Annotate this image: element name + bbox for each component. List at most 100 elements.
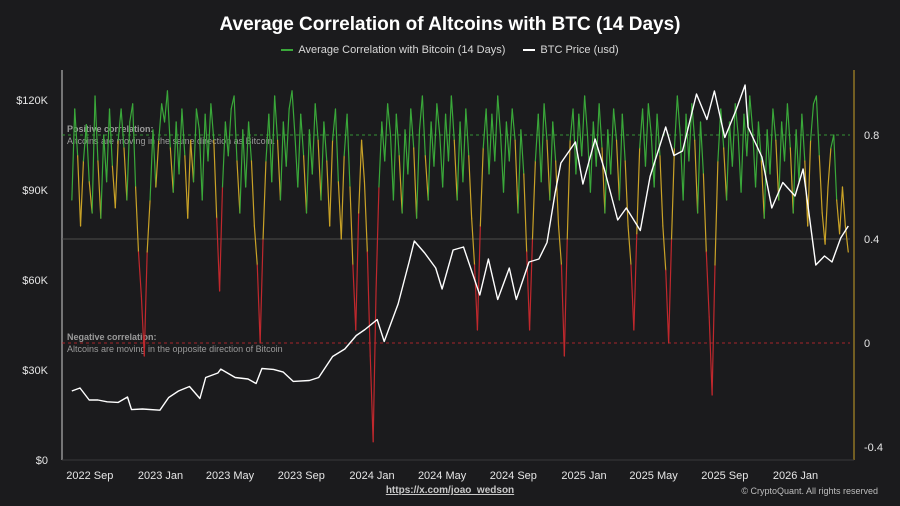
correlation-segment: [540, 103, 545, 183]
correlation-segment: [624, 160, 629, 227]
correlation-segment: [326, 160, 331, 227]
correlation-segment: [694, 139, 699, 214]
legend-item-correlation[interactable]: Average Correlation with Bitcoin (14 Day…: [281, 44, 505, 56]
y-left-tick-label: $30K: [22, 365, 48, 377]
correlation-segment: [178, 108, 183, 175]
correlation-segment: [589, 121, 594, 193]
correlation-segment: [158, 103, 163, 141]
correlation-segment: [111, 165, 116, 209]
correlation-segment: [644, 103, 649, 167]
correlation-segment: [274, 95, 279, 141]
correlation-segment: [601, 147, 606, 214]
correlation-segment: [355, 212, 360, 331]
correlation-segment: [253, 225, 258, 266]
correlation-segment: [526, 251, 531, 331]
correlation-segment: [560, 264, 565, 357]
correlation-segment: [442, 113, 447, 188]
x-tick-label: 2025 Sep: [701, 470, 748, 482]
correlation-segment: [352, 264, 357, 331]
correlation-segment: [300, 113, 305, 157]
correlation-segment: [329, 139, 334, 227]
correlation-segment: [389, 134, 395, 201]
correlation-segment: [132, 103, 137, 188]
correlation-segment: [317, 139, 322, 201]
correlation-segment: [331, 108, 337, 141]
correlation-segment: [210, 103, 215, 141]
correlation-segment: [670, 147, 676, 240]
correlation-segment: [216, 217, 221, 292]
correlation-segment: [285, 108, 290, 167]
correlation-segment: [358, 139, 363, 214]
correlation-segment: [641, 108, 647, 167]
correlation-segment: [456, 121, 461, 201]
legend-label-correlation: Average Correlation with Bitcoin (14 Day…: [298, 44, 506, 56]
x-tick-label: 2026 Jan: [773, 470, 818, 482]
x-tick-label: 2022 Sep: [66, 470, 113, 482]
correlation-segment: [523, 173, 528, 253]
y-right-tick-label: 0.8: [864, 130, 879, 142]
correlation-segment: [514, 139, 519, 214]
correlation-segment: [343, 113, 348, 157]
correlation-segment: [181, 108, 186, 157]
correlation-segment: [566, 139, 571, 240]
correlation-segment: [279, 121, 284, 201]
correlation-segment: [789, 147, 794, 214]
correlation-segment: [702, 173, 707, 253]
correlation-segment: [502, 121, 508, 193]
correlation-segment: [271, 95, 276, 183]
correlation-segment: [268, 113, 273, 183]
correlation-segment: [247, 121, 253, 162]
x-tick-label: 2023 Sep: [278, 470, 325, 482]
correlation-segment: [85, 123, 90, 183]
correlation-segment: [213, 139, 218, 219]
legend: Average Correlation with Bitcoin (14 Day…: [0, 44, 900, 56]
correlation-segment: [836, 199, 841, 235]
correlation-segment: [439, 134, 444, 188]
correlation-segment: [665, 269, 670, 344]
correlation-segment: [841, 186, 846, 227]
correlation-segment: [224, 121, 229, 157]
correlation-segment: [117, 108, 122, 141]
correlation-segment: [821, 212, 826, 245]
correlation-segment: [584, 95, 589, 136]
correlation-segment: [775, 139, 780, 201]
correlation-segment: [384, 103, 389, 162]
correlation-segment: [772, 108, 777, 141]
correlation-segment: [633, 233, 638, 331]
correlation-segment: [265, 113, 270, 162]
correlation-segment: [555, 160, 560, 227]
correlation-segment: [725, 121, 731, 201]
correlation-segment: [378, 121, 383, 188]
correlation-segment: [320, 121, 325, 201]
legend-item-btc-price[interactable]: BTC Price (usd): [523, 44, 619, 56]
correlation-segment: [242, 129, 247, 188]
correlation-segment: [488, 113, 493, 175]
correlation-segment: [427, 121, 432, 201]
correlation-segment: [163, 90, 169, 123]
correlation-segment: [184, 155, 189, 219]
correlation-segment: [737, 134, 742, 193]
correlation-segment: [239, 129, 244, 214]
correlation-segment: [728, 121, 733, 167]
correlation-segment: [520, 129, 525, 175]
source-link[interactable]: https://x.com/joao_wedson: [385, 485, 515, 496]
correlation-segment: [676, 95, 681, 136]
correlation-segment: [340, 155, 345, 240]
correlation-segment: [169, 147, 174, 193]
correlation-segment: [531, 160, 536, 240]
correlation-segment: [563, 238, 568, 357]
correlation-segment: [308, 129, 313, 175]
correlation-segment: [697, 121, 702, 214]
correlation-segment: [407, 108, 412, 175]
correlation-segment: [749, 95, 754, 131]
correlation-segment: [714, 160, 719, 266]
correlation-segment: [505, 121, 510, 162]
correlation-segment: [140, 295, 145, 357]
correlation-segment: [546, 139, 551, 201]
x-tick-label: 2024 Jan: [349, 470, 394, 482]
correlation-segment: [297, 113, 302, 188]
correlation-segment: [778, 121, 783, 201]
correlation-segment: [815, 95, 820, 157]
correlation-segment: [323, 121, 328, 162]
correlation-segment: [256, 264, 261, 344]
